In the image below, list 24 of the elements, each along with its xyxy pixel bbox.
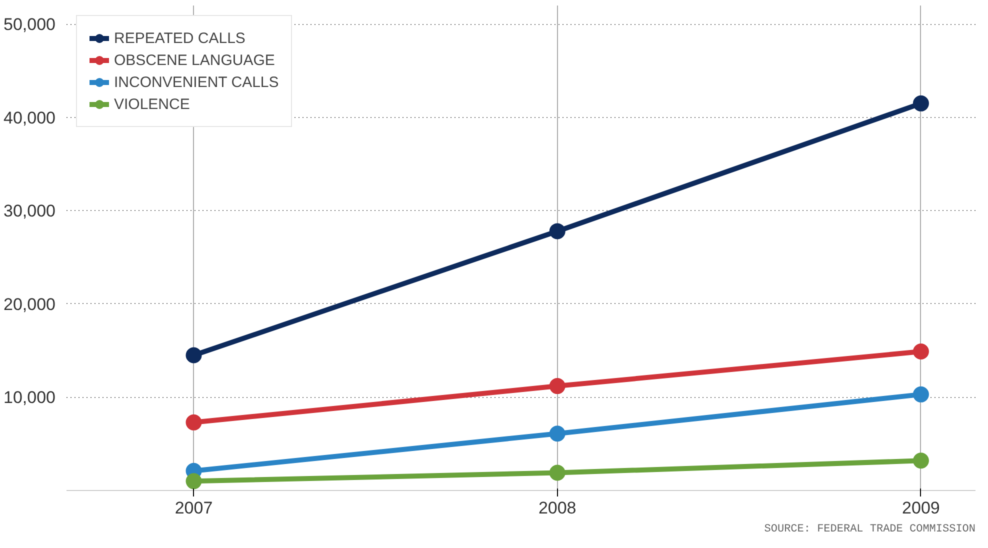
point [912,452,929,469]
point [912,95,929,112]
x-tick-label: 2009 [902,498,940,518]
point [912,344,929,360]
point [549,464,566,481]
legend-label: INCONVENIENT CALLS [114,74,279,90]
x-tick-label: 2007 [174,498,213,518]
y-tick-label: 10,000 [4,388,56,408]
y-tick-label: 40,000 [4,108,56,128]
y-tick-label: 30,000 [4,202,56,221]
point [912,386,929,402]
point [186,347,202,364]
point [549,378,566,394]
point [186,473,202,490]
y-tick-label: 50,000 [4,15,56,34]
legend-label: OBSCENE LANGUAGE [114,52,275,68]
point [549,426,566,442]
x-tick-label: 2008 [538,498,576,518]
y-tick-label: 20,000 [4,294,56,314]
point [186,414,202,430]
legend-label: VIOLENCE [114,96,190,112]
point [549,223,566,240]
legend-label: REPEATED CALLS [114,30,246,46]
source-note: SOURCE: FEDERAL TRADE COMMISSION [764,524,976,536]
